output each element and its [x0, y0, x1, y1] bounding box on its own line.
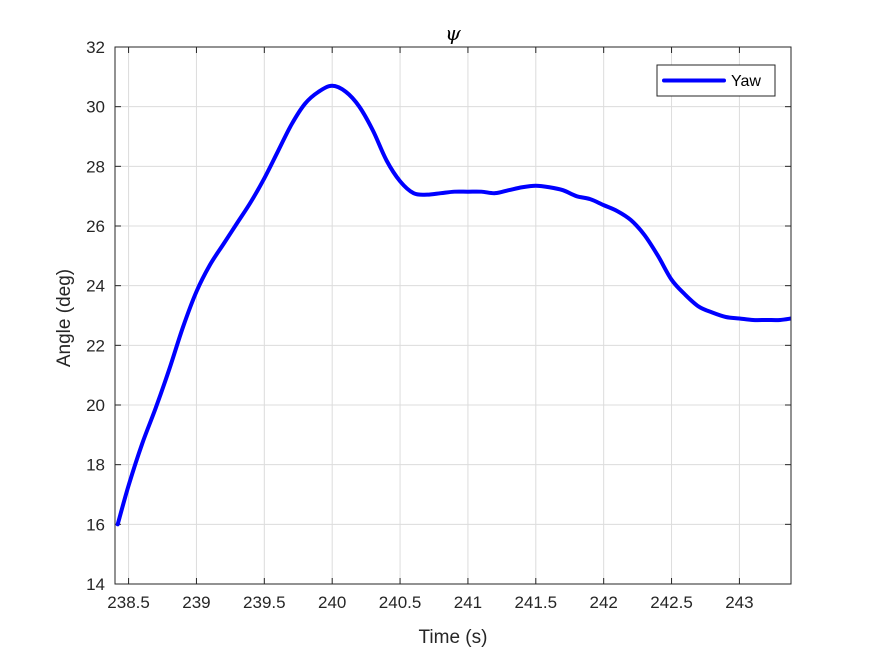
- x-tick-label: 240: [318, 593, 346, 612]
- grid: [115, 47, 791, 584]
- y-tick-label: 18: [86, 456, 105, 475]
- y-tick-label: 22: [86, 336, 105, 355]
- x-tick-label: 239: [182, 593, 210, 612]
- x-axis-ticks: 238.5 239 239.5 240 240.5 241 241.5 242 242.5 243: [107, 47, 754, 612]
- y-tick-label: 16: [86, 515, 105, 534]
- x-tick-label: 243: [725, 593, 753, 612]
- series-line-yaw: [115, 83, 791, 527]
- y-axis-label: Angle (deg): [54, 269, 75, 367]
- x-tick-label: 241.5: [515, 593, 558, 612]
- y-tick-label: 30: [86, 98, 105, 117]
- y-tick-label: 32: [86, 38, 105, 57]
- chart-title: ψ: [445, 21, 461, 45]
- x-tick-label: 242: [589, 593, 617, 612]
- x-tick-label: 240.5: [379, 593, 422, 612]
- x-tick-label: 238.5: [107, 593, 150, 612]
- x-tick-label: 242.5: [650, 593, 693, 612]
- x-tick-label: 241: [454, 593, 482, 612]
- y-tick-label: 28: [86, 157, 105, 176]
- y-axis-ticks: 14 16 18 20 22 24 26 28 30 32: [86, 38, 791, 594]
- x-tick-label: 239.5: [243, 593, 286, 612]
- series-layer: [115, 83, 791, 527]
- plot-frame: [114, 46, 792, 585]
- legend: Yaw: [656, 64, 776, 97]
- y-tick-label: 20: [86, 396, 105, 415]
- y-tick-label: 14: [86, 575, 105, 594]
- legend-label-yaw: Yaw: [731, 73, 761, 90]
- x-axis-label: Time (s): [419, 627, 488, 648]
- y-tick-label: 26: [86, 217, 105, 236]
- y-tick-label: 24: [86, 277, 105, 296]
